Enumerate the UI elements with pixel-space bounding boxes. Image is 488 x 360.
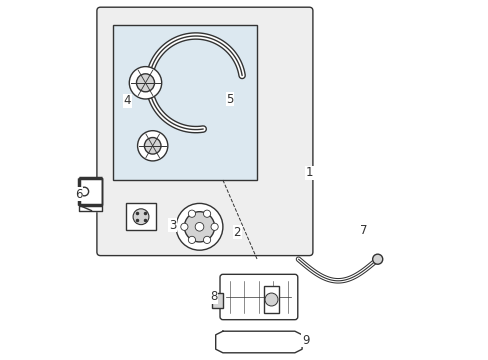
Circle shape — [129, 67, 162, 99]
Bar — [212, 293, 223, 308]
Circle shape — [203, 236, 210, 243]
Circle shape — [188, 236, 195, 243]
FancyBboxPatch shape — [79, 178, 102, 205]
Circle shape — [184, 212, 214, 242]
Circle shape — [80, 187, 88, 196]
Bar — [113, 25, 257, 180]
Circle shape — [136, 74, 154, 92]
Text: 2: 2 — [233, 226, 241, 239]
Text: 5: 5 — [226, 93, 233, 105]
FancyBboxPatch shape — [220, 274, 297, 320]
Circle shape — [195, 222, 203, 231]
Polygon shape — [79, 205, 102, 211]
Circle shape — [137, 131, 167, 161]
Circle shape — [203, 210, 210, 217]
Circle shape — [144, 138, 161, 154]
Circle shape — [211, 223, 218, 230]
FancyBboxPatch shape — [97, 7, 312, 256]
Circle shape — [188, 210, 195, 217]
Text: 8: 8 — [210, 291, 217, 303]
Circle shape — [133, 209, 149, 225]
Bar — [125, 203, 156, 230]
Circle shape — [372, 254, 382, 264]
Circle shape — [264, 293, 277, 306]
Circle shape — [181, 223, 187, 230]
Text: 9: 9 — [301, 334, 309, 347]
Text: 7: 7 — [359, 224, 366, 237]
Text: 4: 4 — [123, 94, 131, 107]
Text: 6: 6 — [75, 188, 82, 201]
Bar — [264, 286, 278, 313]
Text: 3: 3 — [168, 219, 176, 231]
Circle shape — [176, 203, 223, 250]
Polygon shape — [215, 331, 302, 353]
Text: 1: 1 — [305, 166, 312, 179]
